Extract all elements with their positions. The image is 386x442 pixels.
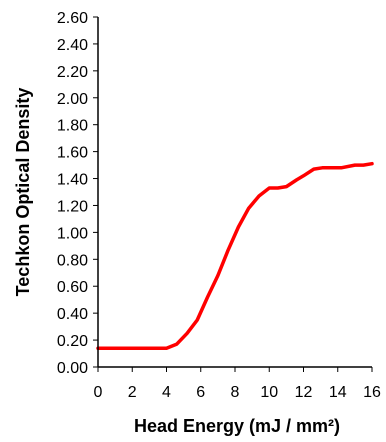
x-axis-ticks bbox=[97, 367, 373, 372]
y-tick-label: 0.00 bbox=[57, 360, 88, 377]
x-tick-label: 8 bbox=[231, 384, 240, 401]
y-tick-label: 0.80 bbox=[57, 252, 88, 269]
x-tick-label: 0 bbox=[94, 384, 103, 401]
y-tick-label: 1.80 bbox=[57, 118, 88, 135]
y-tick-label: 2.20 bbox=[57, 64, 88, 81]
y-tick-label: 0.60 bbox=[57, 279, 88, 296]
y-tick-label: 1.40 bbox=[57, 172, 88, 189]
x-tick-label: 10 bbox=[260, 384, 278, 401]
y-tick-label: 1.00 bbox=[57, 225, 88, 242]
x-tick-label: 6 bbox=[196, 384, 205, 401]
y-axis-tick-labels: 0.00 0.20 0.40 0.60 0.80 1.00 1.20 1.40 1.60 1.80… bbox=[57, 10, 88, 377]
y-axis-ticks bbox=[93, 16, 98, 368]
x-tick-label: 4 bbox=[162, 384, 171, 401]
y-tick-label: 0.20 bbox=[57, 333, 88, 350]
series-line bbox=[96, 161, 374, 350]
x-axis-tick-labels: 0 2 4 6 8 10 12 14 16 bbox=[94, 384, 381, 401]
series-layer bbox=[96, 161, 374, 350]
y-tick-label: 2.00 bbox=[57, 91, 88, 108]
y-tick-label: 2.40 bbox=[57, 37, 88, 54]
x-tick-label: 12 bbox=[295, 384, 313, 401]
y-tick-label: 1.20 bbox=[57, 198, 88, 215]
y-tick-label: 2.60 bbox=[57, 10, 88, 27]
x-tick-label: 16 bbox=[363, 384, 381, 401]
x-tick-label: 14 bbox=[329, 384, 347, 401]
y-tick-label: 1.60 bbox=[57, 145, 88, 162]
y-axis-title: Techkon Optical Density bbox=[13, 88, 33, 297]
x-tick-label: 2 bbox=[128, 384, 137, 401]
x-axis-title: Head Energy (mJ / mm²) bbox=[134, 416, 340, 436]
y-tick-label: 0.40 bbox=[57, 306, 88, 323]
